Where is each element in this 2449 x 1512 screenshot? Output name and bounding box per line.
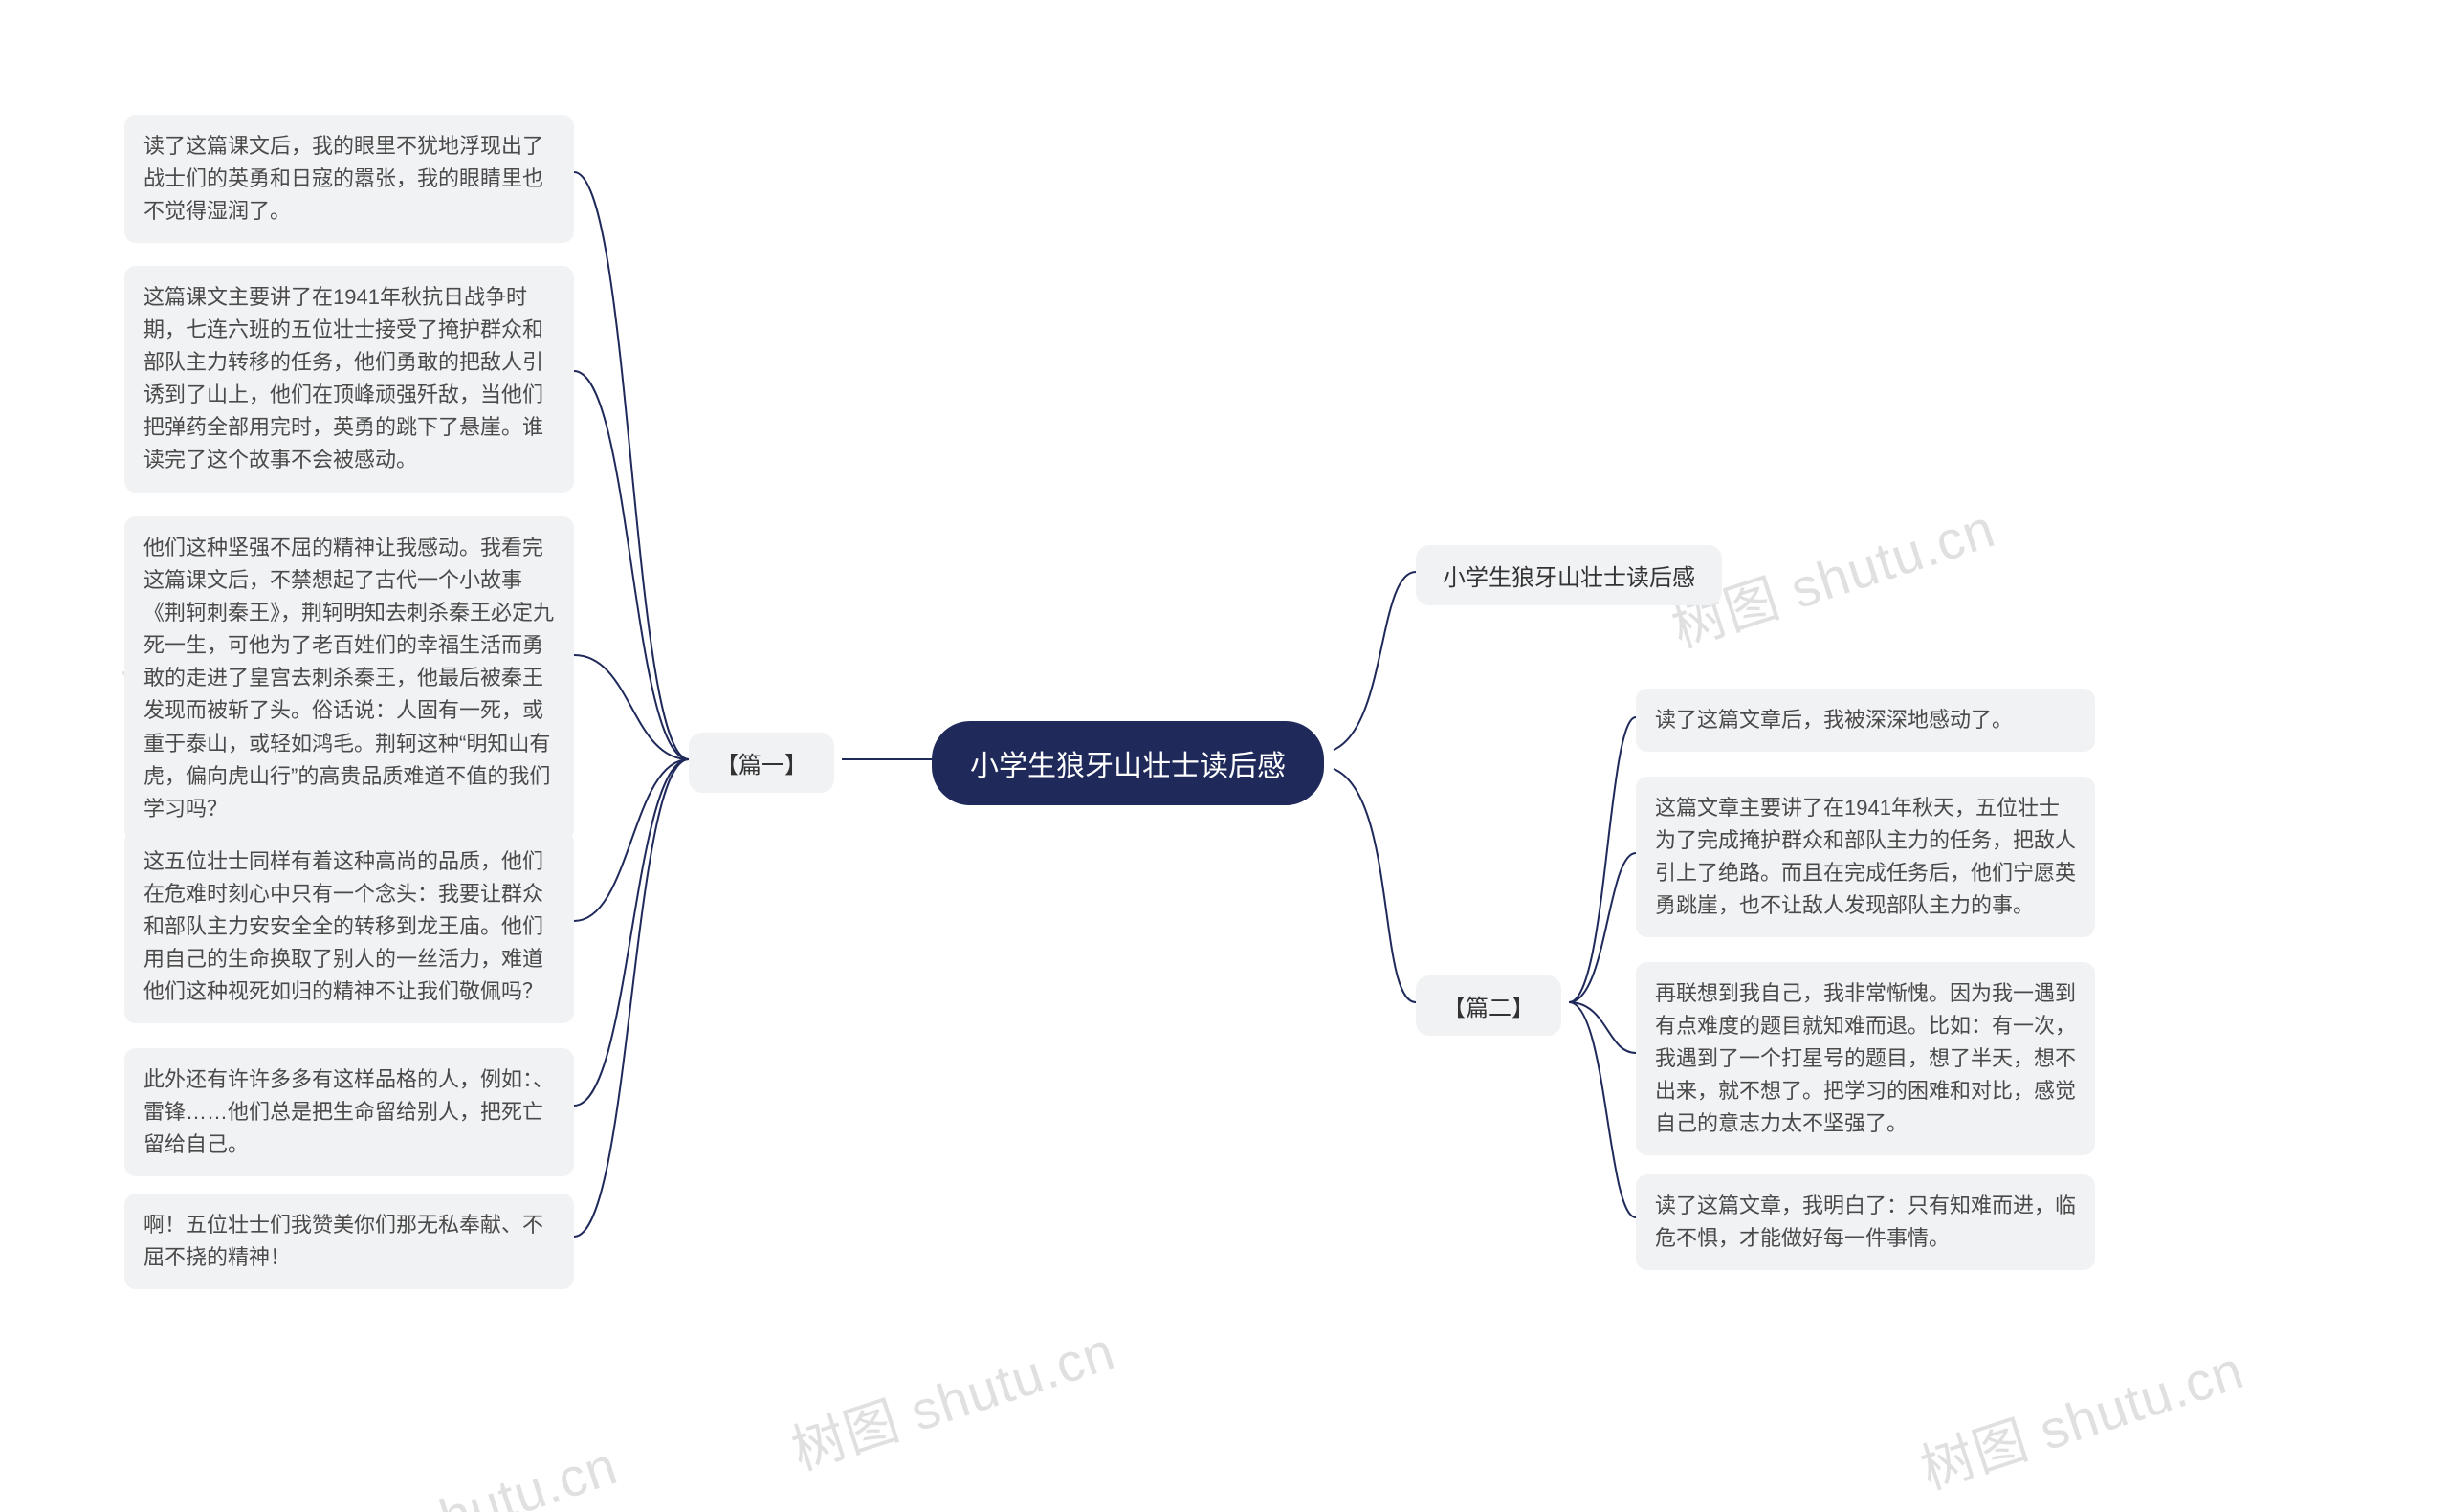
leaf-left-1: 这篇课文主要讲了在1941年秋抗日战争时期，七连六班的五位壮士接受了掩护群众和部… — [124, 266, 574, 493]
root-label: 小学生狼牙山壮士读后感 — [970, 751, 1286, 782]
edge-left-4 — [574, 759, 689, 921]
leaf-right-3: 读了这篇文章，我明白了：只有知难而进，临危不惧，才能做好每一件事情。 — [1636, 1174, 2095, 1270]
edge-right-1 — [1569, 717, 1636, 1002]
watermark: 树图 shutu.cn — [781, 1308, 1123, 1485]
edge-right-4 — [1569, 1002, 1636, 1217]
leaf-text: 啊！五位壮士们我赞美你们那无私奉献、不屈不挠的精神！ — [143, 1213, 543, 1269]
edge-root-right — [1334, 769, 1416, 1002]
branch-left: 【篇一】 — [689, 733, 834, 793]
leaf-text: 这篇课文主要讲了在1941年秋抗日战争时期，七连六班的五位壮士接受了掩护群众和部… — [143, 285, 543, 471]
branch-left-label: 【篇一】 — [716, 753, 807, 778]
edge-left-1 — [574, 172, 689, 759]
leaf-text: 读了这篇课文后，我的眼里不犹地浮现出了战士们的英勇和日寇的嚣张，我的眼睛里也不觉… — [143, 134, 543, 223]
branch-right: 【篇二】 — [1416, 975, 1561, 1036]
watermark: 树图 shutu.cn — [283, 1423, 626, 1512]
edge-left-2 — [574, 371, 689, 759]
edge-right-2 — [1569, 853, 1636, 1002]
leaf-left-5: 啊！五位壮士们我赞美你们那无私奉献、不屈不挠的精神！ — [124, 1194, 574, 1289]
leaf-right-1: 这篇文章主要讲了在1941年秋天，五位壮士为了完成掩护群众和部队主力的任务，把敌… — [1636, 777, 2095, 937]
branch-right-label: 【篇二】 — [1443, 996, 1534, 1021]
leaf-text: 读了这篇文章，我明白了：只有知难而进，临危不惧，才能做好每一件事情。 — [1655, 1194, 2076, 1250]
mindmap-root: 小学生狼牙山壮士读后感 — [932, 721, 1324, 805]
branch-right-top: 小学生狼牙山壮士读后感 — [1416, 545, 1722, 605]
leaf-text: 他们这种坚强不屈的精神让我感动。我看完这篇课文后，不禁想起了古代一个小故事《荆轲… — [143, 536, 554, 821]
leaf-text: 再联想到我自己，我非常惭愧。因为我一遇到有点难度的题目就知难而退。比如：有一次，… — [1655, 981, 2076, 1135]
leaf-right-0: 读了这篇文章后，我被深深地感动了。 — [1636, 689, 2095, 752]
leaf-text: 此外还有许许多多有这样品格的人，例如：、雷锋……他们总是把生命留给别人，把死亡留… — [143, 1067, 554, 1156]
edge-left-5 — [574, 759, 689, 1106]
edge-root-righttop — [1334, 572, 1416, 750]
edge-left-6 — [574, 759, 689, 1237]
watermark: 树图 shutu.cn — [1909, 1327, 2252, 1504]
leaf-left-0: 读了这篇课文后，我的眼里不犹地浮现出了战士们的英勇和日寇的嚣张，我的眼睛里也不觉… — [124, 115, 574, 243]
leaf-text: 这篇文章主要讲了在1941年秋天，五位壮士为了完成掩护群众和部队主力的任务，把敌… — [1655, 796, 2076, 917]
leaf-left-4: 此外还有许许多多有这样品格的人，例如：、雷锋……他们总是把生命留给别人，把死亡留… — [124, 1048, 574, 1176]
leaf-text: 这五位壮士同样有着这种高尚的品质，他们在危难时刻心中只有一个念头：我要让群众和部… — [143, 849, 543, 1003]
branch-right-top-label: 小学生狼牙山壮士读后感 — [1443, 565, 1695, 591]
leaf-text: 读了这篇文章后，我被深深地感动了。 — [1655, 708, 2013, 732]
leaf-right-2: 再联想到我自己，我非常惭愧。因为我一遇到有点难度的题目就知难而退。比如：有一次，… — [1636, 962, 2095, 1155]
leaf-left-2: 他们这种坚强不屈的精神让我感动。我看完这篇课文后，不禁想起了古代一个小故事《荆轲… — [124, 516, 574, 841]
edge-left-3 — [574, 655, 689, 759]
leaf-left-3: 这五位壮士同样有着这种高尚的品质，他们在危难时刻心中只有一个念头：我要让群众和部… — [124, 830, 574, 1023]
edge-right-3 — [1569, 1002, 1636, 1053]
